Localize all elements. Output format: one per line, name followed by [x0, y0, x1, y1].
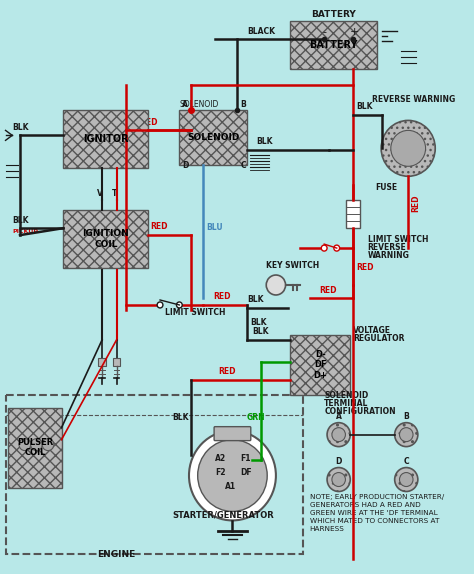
Circle shape	[157, 302, 163, 308]
Text: TERMINAL: TERMINAL	[324, 399, 369, 408]
Text: SOLENOID: SOLENOID	[324, 391, 368, 400]
Circle shape	[42, 439, 54, 451]
Text: BATTERY: BATTERY	[311, 10, 356, 19]
Circle shape	[391, 130, 426, 166]
Circle shape	[31, 439, 42, 451]
Text: B: B	[240, 100, 246, 110]
Text: F1: F1	[240, 453, 251, 463]
Text: B: B	[403, 412, 409, 421]
Circle shape	[395, 422, 418, 447]
Bar	[291, 335, 350, 395]
Text: BLK: BLK	[252, 327, 268, 336]
Circle shape	[19, 439, 31, 451]
Circle shape	[381, 121, 435, 176]
Text: BLU: BLU	[206, 223, 223, 232]
Bar	[98, 358, 106, 366]
Text: -: -	[322, 26, 326, 37]
Text: RED: RED	[150, 222, 168, 231]
Text: RED: RED	[218, 367, 236, 376]
Text: PULSER
COIL: PULSER COIL	[17, 438, 53, 457]
Text: BLK: BLK	[247, 295, 264, 304]
Circle shape	[176, 302, 182, 308]
Circle shape	[334, 245, 340, 251]
Text: BLK: BLK	[250, 318, 266, 327]
Text: BLK: BLK	[256, 137, 273, 146]
Bar	[291, 21, 377, 68]
Text: PICKUP: PICKUP	[12, 229, 38, 234]
Text: VOLTAGE: VOLTAGE	[353, 326, 391, 335]
Text: DF: DF	[240, 468, 252, 476]
Text: BATTERY: BATTERY	[310, 40, 358, 49]
Text: REGULATOR: REGULATOR	[353, 334, 405, 343]
Text: BLK: BLK	[173, 413, 189, 422]
Text: BLK: BLK	[12, 123, 29, 133]
Text: SOLENOID: SOLENOID	[187, 133, 239, 142]
Text: C: C	[240, 161, 246, 170]
Text: SOLENOID: SOLENOID	[179, 100, 219, 110]
Text: IGNITION
COIL: IGNITION COIL	[82, 230, 129, 249]
Text: D: D	[336, 456, 342, 466]
Circle shape	[198, 440, 267, 511]
Text: REVERSE: REVERSE	[368, 243, 406, 252]
Circle shape	[327, 468, 350, 491]
Text: CONFIGURATION: CONFIGURATION	[324, 407, 396, 416]
Text: WARNING: WARNING	[368, 251, 410, 260]
Text: KEY SWITCH: KEY SWITCH	[266, 261, 319, 270]
Circle shape	[327, 422, 350, 447]
Text: BLK: BLK	[356, 102, 373, 111]
Text: STARTER/GENERATOR: STARTER/GENERATOR	[173, 510, 274, 519]
Text: RED: RED	[213, 292, 231, 301]
Circle shape	[189, 430, 276, 521]
Text: T: T	[112, 189, 117, 198]
Text: D: D	[182, 161, 189, 170]
Text: REVERSE WARNING: REVERSE WARNING	[373, 95, 456, 104]
Text: BLACK: BLACK	[247, 26, 275, 36]
Bar	[113, 358, 120, 366]
Text: LIMIT SWITCH: LIMIT SWITCH	[165, 308, 225, 317]
Text: A: A	[336, 412, 342, 421]
Text: A: A	[182, 100, 188, 110]
Text: BLK: BLK	[12, 216, 29, 225]
Circle shape	[400, 428, 413, 441]
Bar	[9, 408, 62, 487]
Text: IGNITOR: IGNITOR	[83, 134, 129, 144]
Circle shape	[395, 468, 418, 491]
Text: RED: RED	[411, 195, 420, 212]
Text: F2: F2	[215, 468, 226, 476]
Text: A1: A1	[225, 482, 236, 491]
Bar	[346, 200, 360, 228]
Circle shape	[400, 472, 413, 487]
Text: RED: RED	[319, 286, 337, 295]
Text: V: V	[97, 189, 103, 198]
Text: RED: RED	[356, 263, 374, 272]
Circle shape	[332, 472, 346, 487]
FancyBboxPatch shape	[214, 426, 251, 441]
Circle shape	[266, 275, 285, 295]
Bar	[64, 110, 148, 168]
Text: GRN: GRN	[247, 413, 265, 422]
Circle shape	[332, 428, 346, 441]
Text: D-
DF
D+: D- DF D+	[313, 350, 328, 380]
Bar	[179, 110, 247, 165]
Text: RED: RED	[141, 118, 158, 127]
Text: C: C	[403, 456, 409, 466]
Bar	[6, 395, 303, 554]
Bar	[64, 210, 148, 268]
Text: LIMIT SWITCH: LIMIT SWITCH	[368, 235, 428, 244]
Circle shape	[321, 245, 327, 251]
Text: ENGINE: ENGINE	[97, 550, 136, 559]
Text: +: +	[350, 26, 360, 37]
Text: NOTE; EARLY PRODUCTION STARTER/
GENERATORS HAD A RED AND
GREEN WIRE AT THE 'DF T: NOTE; EARLY PRODUCTION STARTER/ GENERATO…	[310, 494, 444, 533]
Text: FUSE: FUSE	[375, 183, 398, 192]
Text: A2: A2	[215, 453, 226, 463]
